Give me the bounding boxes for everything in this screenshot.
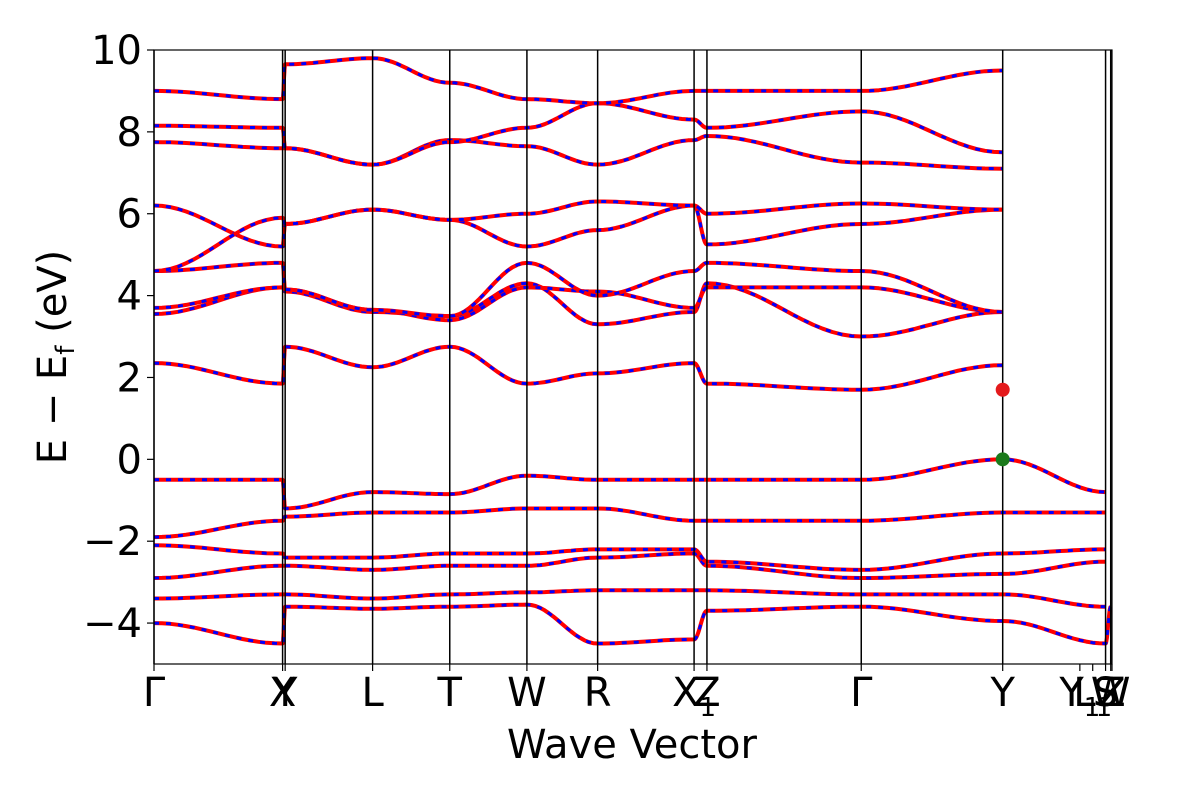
vbm-marker [995, 452, 1010, 467]
band-line-overlay [153, 552, 1106, 580]
band-line [153, 56, 1003, 106]
band-line [153, 344, 1003, 392]
band-line [154, 588, 1106, 609]
x-tick-label: Y [989, 670, 1015, 716]
x-tick-label: X1 [672, 670, 716, 723]
x-tick-label: Y1 [1058, 670, 1100, 723]
band-lines [153, 56, 1113, 646]
x-tick-label: W [1091, 670, 1131, 716]
y-axis-title-unit: (eV) [30, 250, 76, 346]
band-line [153, 134, 1003, 171]
x-tick-label: Y [272, 670, 298, 716]
x-tick-label: L1 [1073, 670, 1112, 723]
x-axis-title: Wave Vector [507, 722, 758, 768]
band-line [153, 199, 1003, 273]
band-line [153, 203, 1003, 249]
high-symmetry-lines [153, 50, 1112, 664]
y-tick-label: 0 [117, 437, 142, 483]
band-line-overlay [153, 345, 1003, 392]
x-tick-label: T [437, 670, 463, 716]
y-tick-label: −4 [83, 601, 142, 647]
y-axis-title-sub: f [51, 345, 81, 355]
y-tick-label: 10 [91, 28, 142, 74]
x-tick-label: R [584, 670, 612, 716]
band-edge-markers [995, 382, 1010, 467]
y-tick-label: −2 [83, 519, 142, 565]
band-line-overlay [154, 261, 1003, 318]
x-tick-label: Γ [850, 670, 873, 716]
band-line-overlay [154, 457, 1106, 511]
band-line [154, 457, 1106, 511]
cbm-marker [995, 382, 1010, 397]
band-line [153, 602, 1113, 646]
band-line-overlay [153, 603, 1112, 646]
x-tick-label: S [1093, 670, 1118, 716]
y-tick-label: 8 [117, 110, 142, 156]
band-line-overlay [153, 203, 1003, 249]
y-tick-label: 4 [117, 274, 142, 320]
band-line-overlay [154, 588, 1106, 609]
x-tick-label: Z [1098, 670, 1125, 716]
plot-frame [153, 49, 1113, 665]
y-axis-ticks: −4 −2 0 2 4 6 8 10 [83, 28, 154, 647]
y-axis-title: E − Ef (eV) [30, 250, 81, 465]
x-tick-label: W [507, 670, 547, 716]
y-tick-label: 2 [117, 355, 142, 401]
x-tick-label: X [269, 670, 296, 716]
y-tick-label: 6 [117, 192, 142, 238]
y-axis-title-main: E − E [30, 355, 76, 465]
x-tick-label: Γ [143, 670, 166, 716]
band-line-overlay [154, 101, 1003, 167]
x-tick-label: L [361, 670, 384, 716]
x-tick-label: Z [693, 670, 720, 716]
band-line-overlay [153, 200, 1003, 273]
